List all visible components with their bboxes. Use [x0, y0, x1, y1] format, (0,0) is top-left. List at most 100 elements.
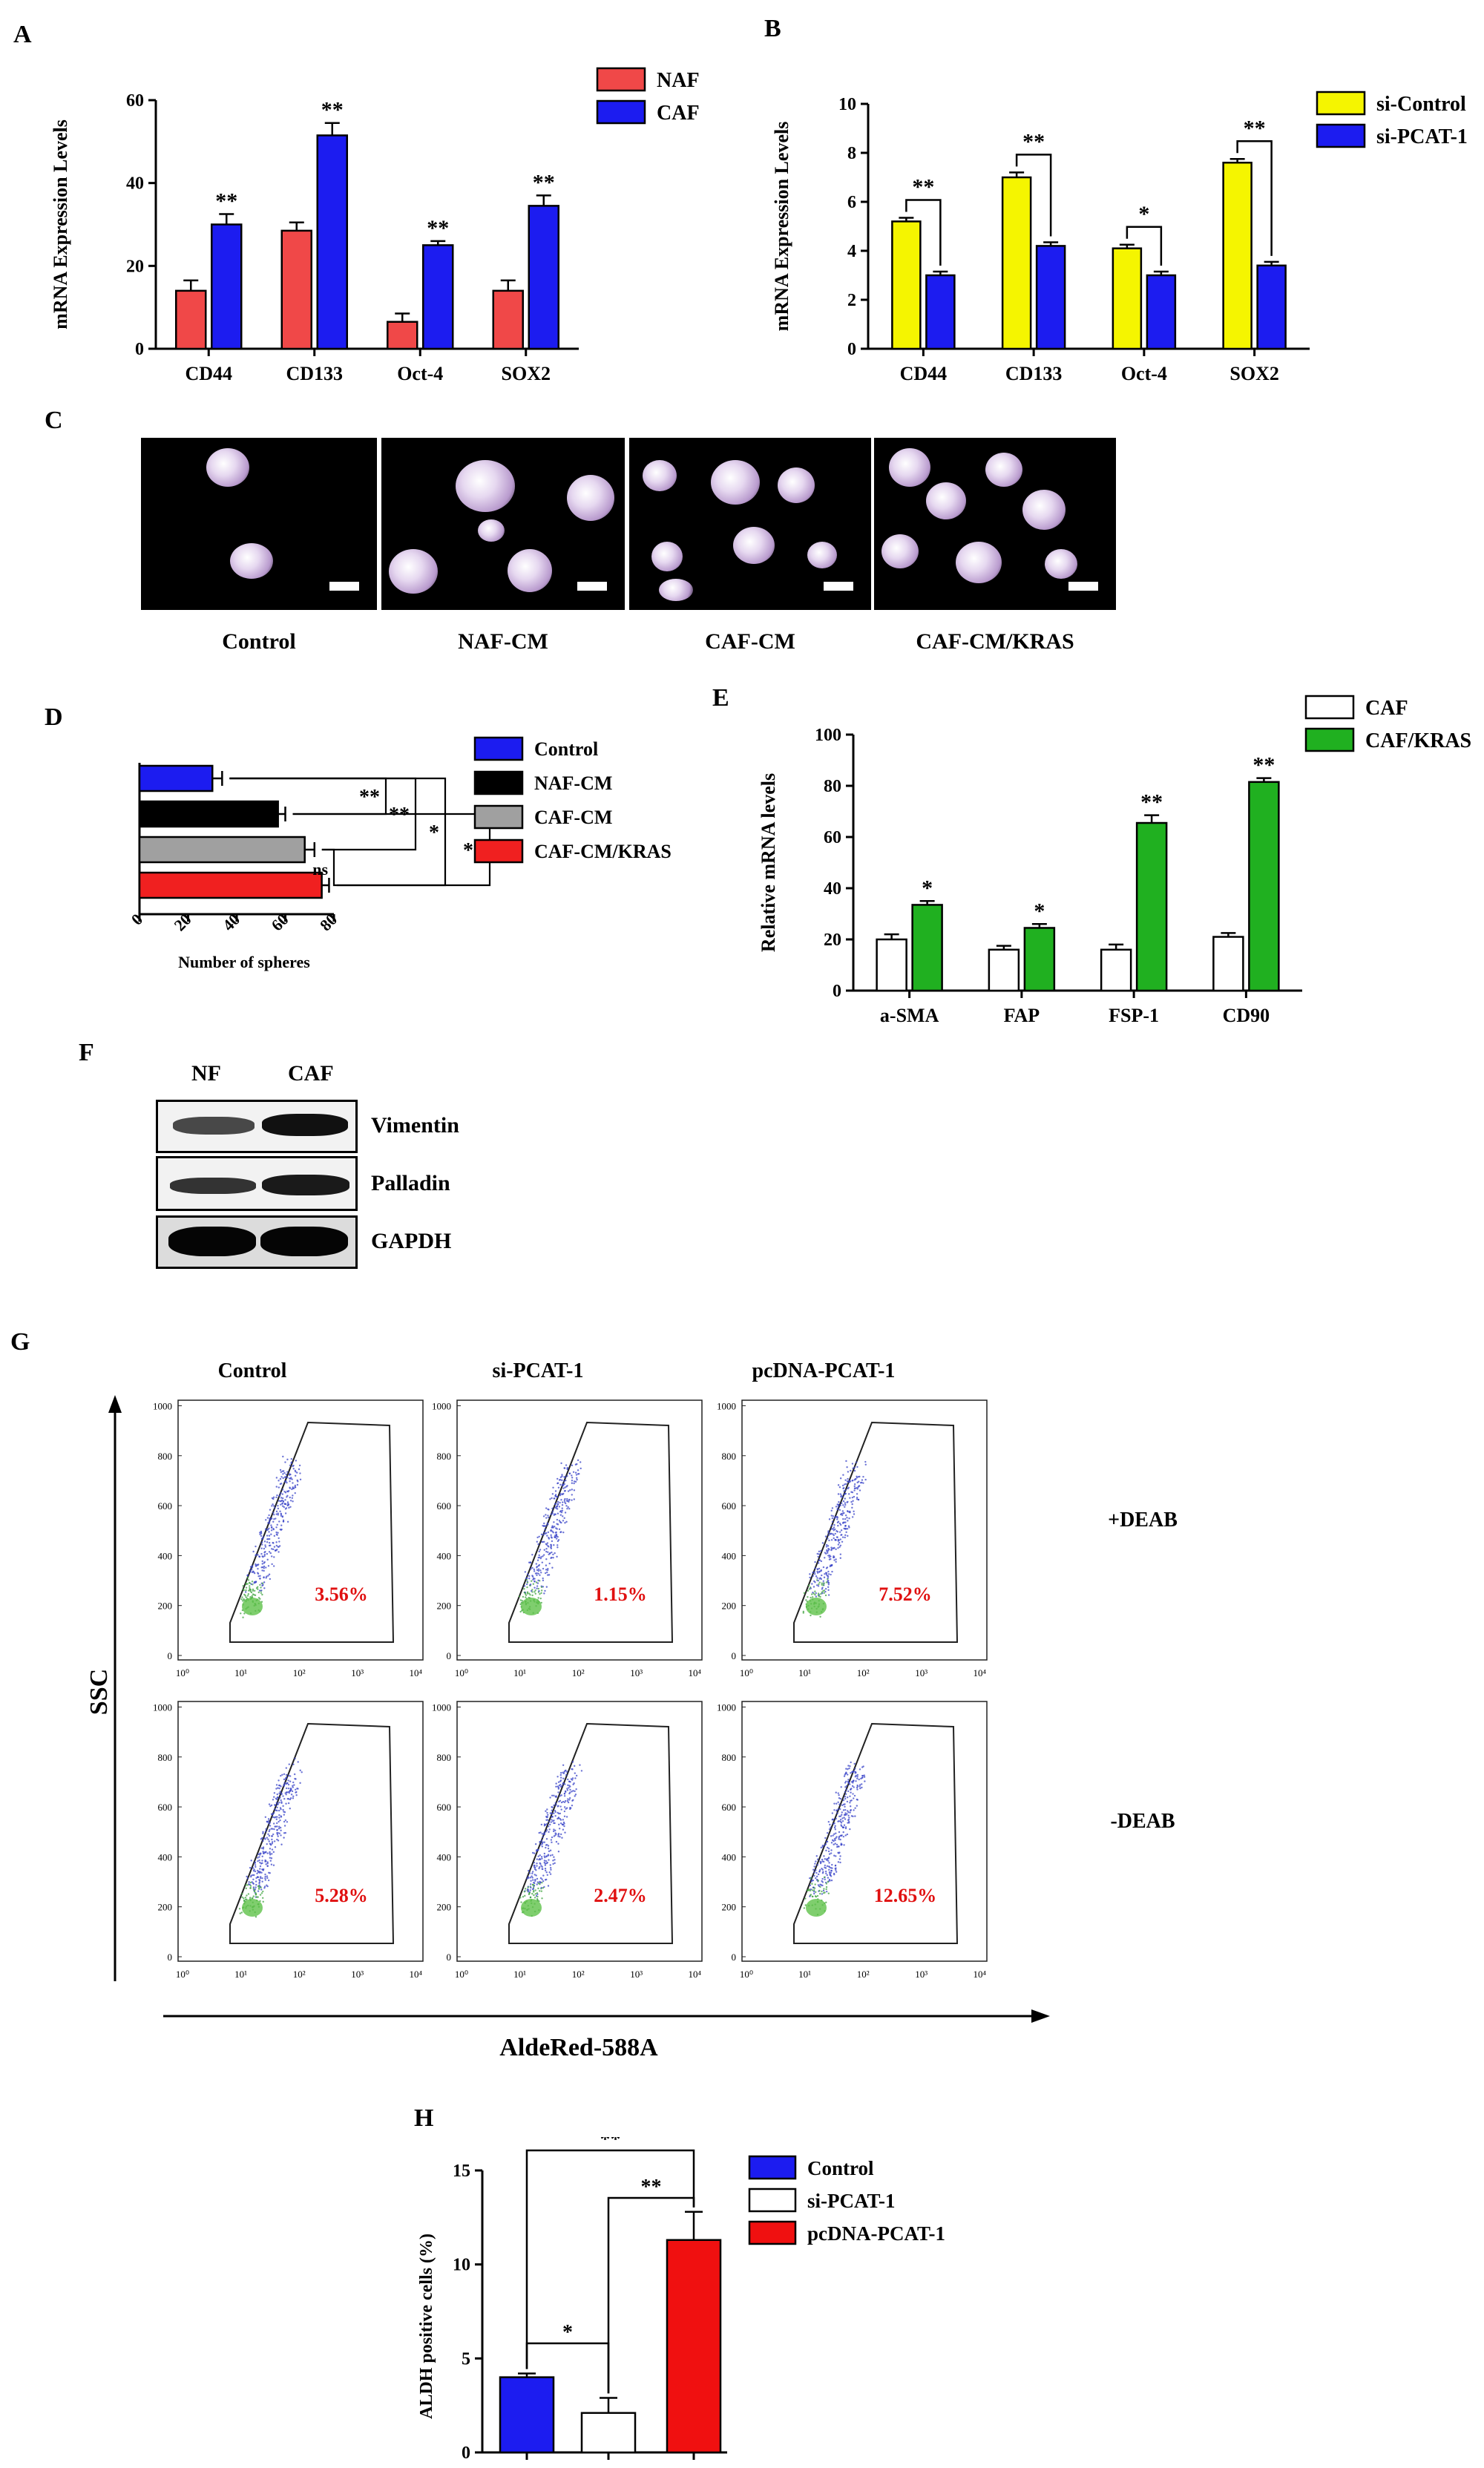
event-dot	[824, 1837, 827, 1839]
event-dot	[268, 1573, 271, 1575]
x-tick-label: Oct-4	[397, 363, 443, 384]
event-dot	[858, 1768, 861, 1770]
event-dot	[539, 1593, 541, 1595]
event-dot	[837, 1546, 839, 1549]
flow-x-tick-label: 10³	[915, 1969, 928, 1980]
event-dot	[844, 1796, 847, 1798]
event-dot	[853, 1469, 856, 1472]
event-dot	[829, 1880, 831, 1882]
event-dot	[825, 1886, 828, 1888]
event-dot	[851, 1496, 854, 1499]
event-dot	[857, 1486, 859, 1489]
event-dot	[551, 1805, 553, 1808]
event-dot	[270, 1863, 273, 1865]
event-dot	[823, 1576, 826, 1578]
y-tick-label: 5	[462, 2349, 470, 2369]
event-dot	[249, 1566, 252, 1568]
event-dot	[845, 1771, 847, 1773]
event-dot	[854, 1768, 856, 1770]
event-dot	[837, 1520, 840, 1523]
flow-y-tick-label: 200	[722, 1902, 737, 1913]
event-dot	[262, 1832, 264, 1835]
event-dot	[850, 1781, 853, 1783]
event-dot	[850, 1808, 852, 1811]
x-tick-label: 0	[128, 910, 146, 928]
event-dot	[830, 1842, 833, 1844]
event-dot	[847, 1782, 850, 1785]
event-dot	[533, 1897, 536, 1899]
event-dot	[554, 1802, 556, 1804]
event-dot	[548, 1825, 550, 1828]
panel-label-a: A	[13, 21, 32, 48]
event-dot	[294, 1777, 296, 1780]
event-dot	[826, 1543, 828, 1546]
event-dot	[280, 1834, 282, 1837]
event-dot	[278, 1814, 280, 1816]
event-dot	[843, 1844, 845, 1846]
event-dot	[255, 1916, 257, 1918]
x-tick-label: Oct-4	[1121, 363, 1167, 384]
event-dot	[288, 1474, 291, 1476]
event-dot	[258, 1555, 260, 1558]
event-dot	[842, 1504, 844, 1506]
event-dot	[563, 1501, 566, 1503]
event-dot	[539, 1883, 541, 1886]
event-dot	[558, 1479, 561, 1481]
bar-si-control-cd44	[891, 220, 922, 350]
event-dot	[283, 1811, 286, 1814]
event-dot	[824, 1572, 827, 1574]
event-dot	[292, 1482, 294, 1484]
event-dot	[826, 1874, 828, 1877]
flow-x-tick-label: 10³	[630, 1969, 643, 1980]
event-dot	[807, 1889, 809, 1891]
event-dot	[536, 1559, 539, 1561]
event-dot	[544, 1572, 547, 1575]
bar-si-control-sox2	[1222, 161, 1252, 350]
gate-polygon	[508, 1722, 674, 1944]
event-dot	[268, 1514, 270, 1517]
x-tick-label: FAP	[1004, 1005, 1040, 1026]
event-dot	[260, 1892, 263, 1894]
event-dot	[856, 1493, 858, 1495]
event-dot	[278, 1801, 280, 1804]
bar-si-pcat-1	[580, 2412, 637, 2454]
event-dot	[565, 1464, 568, 1466]
event-dot	[557, 1851, 560, 1853]
event-dot	[822, 1871, 824, 1873]
event-dot	[531, 1877, 533, 1879]
event-dot	[536, 1585, 539, 1587]
event-dot	[849, 1802, 851, 1804]
event-dot	[843, 1775, 846, 1777]
event-dot	[530, 1568, 532, 1570]
event-dot	[821, 1877, 824, 1880]
event-dot	[553, 1794, 555, 1797]
event-dot	[252, 1570, 255, 1572]
event-dot	[841, 1540, 844, 1543]
event-dot	[263, 1565, 266, 1568]
event-dot	[272, 1542, 275, 1544]
event-dot	[844, 1805, 846, 1808]
event-dot	[291, 1478, 293, 1480]
flow-x-tick-label: 10⁰	[740, 1969, 753, 1980]
event-dot	[827, 1555, 830, 1557]
event-dot	[810, 1888, 812, 1891]
event-dot	[856, 1477, 858, 1479]
event-dot	[290, 1793, 293, 1796]
event-dot	[571, 1761, 574, 1763]
event-dot	[264, 1873, 266, 1876]
event-dot	[272, 1505, 275, 1507]
event-dot	[277, 1835, 279, 1837]
event-dot	[824, 1557, 826, 1559]
event-dot	[536, 1881, 539, 1883]
event-dot	[275, 1496, 278, 1499]
panel-label-h: H	[414, 2104, 434, 2132]
event-dot	[803, 1592, 806, 1595]
event-dot	[250, 1860, 252, 1862]
event-dot	[280, 1528, 283, 1531]
event-dot	[822, 1590, 824, 1592]
event-dot	[533, 1581, 536, 1583]
event-dot	[268, 1520, 271, 1523]
event-dot	[832, 1528, 834, 1530]
